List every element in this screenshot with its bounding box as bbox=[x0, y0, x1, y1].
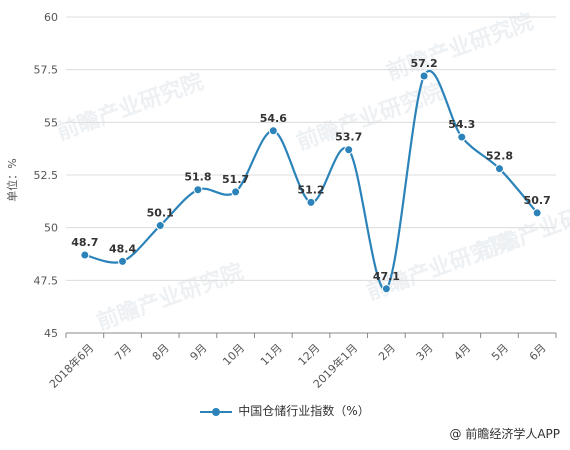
data-label: 47.1 bbox=[373, 270, 400, 283]
data-label: 52.8 bbox=[486, 150, 513, 163]
watermark-text: 前瞻产业研究院 bbox=[53, 69, 207, 146]
x-tick-label: 12月 bbox=[296, 341, 323, 368]
watermark-text: 前瞻产业研究院 bbox=[93, 259, 247, 336]
data-label: 54.3 bbox=[448, 118, 475, 131]
data-point bbox=[193, 185, 203, 195]
data-point bbox=[381, 284, 391, 294]
data-labels: 48.7 48.4 50.1 51.8 51.7 54.6 51.2 53.7 47.1 57.2… bbox=[71, 57, 550, 283]
watermark-text: 前瞻产业研究院 bbox=[383, 9, 537, 86]
x-tick-label: 8月 bbox=[150, 341, 172, 363]
watermark-text: 前瞻产业研究院 bbox=[473, 189, 570, 266]
y-tick-label: 45 bbox=[44, 327, 58, 340]
data-point bbox=[306, 197, 316, 207]
source-credit: @ 前瞻经济学人APP bbox=[449, 427, 561, 441]
data-label: 48.7 bbox=[71, 236, 98, 249]
x-tick-label: 6月 bbox=[527, 341, 549, 363]
x-tick-label: 2018年6月 bbox=[46, 341, 96, 391]
y-tick-label: 52.5 bbox=[34, 169, 59, 182]
x-tick-label: 9月 bbox=[188, 341, 210, 363]
legend-marker bbox=[212, 407, 221, 416]
legend: 中国仓储行业指数（%） bbox=[0, 402, 570, 419]
y-tick-label: 55 bbox=[44, 116, 58, 129]
data-point bbox=[419, 71, 429, 81]
legend-line-left bbox=[200, 410, 213, 413]
data-points bbox=[80, 71, 542, 294]
y-tick-labels: 45 47.5 50 52.5 55 57.5 60 bbox=[34, 11, 59, 340]
data-label: 54.6 bbox=[260, 112, 287, 125]
x-tick-label: 2月 bbox=[376, 341, 398, 363]
data-point bbox=[231, 187, 241, 197]
y-tick-label: 60 bbox=[44, 11, 58, 24]
data-label: 48.4 bbox=[109, 242, 136, 255]
data-label: 50.7 bbox=[524, 194, 551, 207]
series-line bbox=[84, 70, 538, 291]
data-label: 57.2 bbox=[411, 57, 438, 70]
y-tick-label: 50 bbox=[44, 222, 58, 235]
y-axis-label: 单位：% bbox=[5, 158, 19, 201]
data-point bbox=[268, 126, 278, 136]
data-point bbox=[344, 145, 354, 155]
data-label: 51.2 bbox=[297, 183, 324, 196]
data-point bbox=[457, 132, 467, 142]
y-tick-label: 47.5 bbox=[34, 274, 59, 287]
data-point bbox=[118, 256, 128, 266]
data-point bbox=[532, 208, 542, 218]
x-tick-label: 5月 bbox=[489, 341, 511, 363]
gridlines bbox=[66, 16, 556, 334]
x-tick-label: 4月 bbox=[451, 341, 473, 363]
x-tick-label: 11月 bbox=[258, 341, 285, 368]
x-tick-label: 10月 bbox=[220, 341, 247, 368]
data-label: 51.7 bbox=[222, 173, 249, 186]
series-path bbox=[84, 70, 538, 291]
data-label: 53.7 bbox=[335, 131, 362, 144]
y-tick-label: 57.5 bbox=[34, 64, 59, 77]
data-point bbox=[80, 250, 90, 260]
legend-label: 中国仓储行业指数（%） bbox=[238, 404, 370, 418]
data-label: 51.8 bbox=[184, 171, 211, 184]
legend-line-right bbox=[220, 410, 233, 413]
data-point bbox=[494, 164, 504, 174]
data-point bbox=[155, 221, 165, 231]
watermark-text: 前瞻产业研究院 bbox=[293, 79, 447, 156]
x-tick-label: 7月 bbox=[112, 341, 134, 363]
data-label: 50.1 bbox=[147, 207, 174, 220]
x-tick-label: 3月 bbox=[414, 341, 436, 363]
